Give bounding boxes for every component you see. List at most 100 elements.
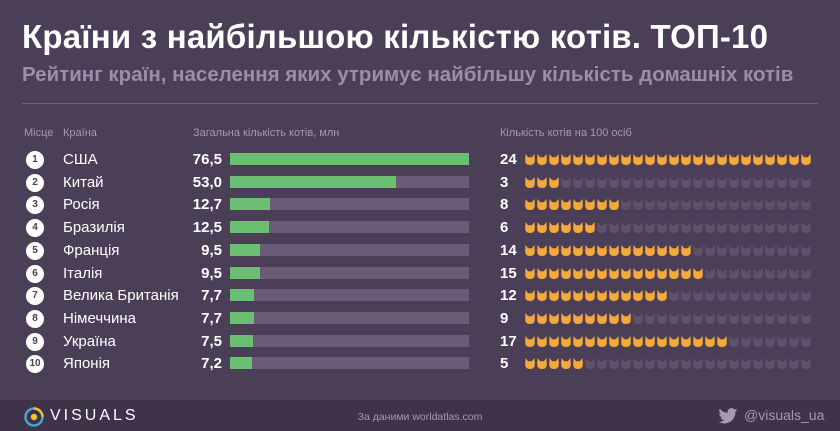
total-value-label: 9,5 [201,241,222,259]
cat-icon [693,335,703,347]
cat-icon [801,290,811,302]
cat-icon [633,199,643,211]
cat-icon [669,335,679,347]
cat-icon [597,358,607,370]
cat-icon [801,358,811,370]
page-title: Країни з найбільшою кількістю котів. ТОП… [22,18,769,55]
cat-icon [801,199,811,211]
bar-track [230,266,469,279]
total-value-label: 53,0 [192,173,222,191]
rank-badge: 2 [26,173,44,192]
cat-icon [705,222,715,234]
cat-icon [741,199,751,211]
header-total: Загальна кількість котів, млн [193,127,340,139]
cat-icon [753,312,763,324]
cat-icon [777,290,787,302]
cat-icon [621,312,631,324]
cat-icon-row [525,289,813,302]
cat-icon [777,199,787,211]
cat-icon [789,199,799,211]
cat-icon [753,199,763,211]
cat-icon [693,358,703,370]
header-rank: Місце [24,127,54,139]
cat-icon [537,290,547,302]
rank-badge: 5 [26,241,44,260]
cat-icon [693,244,703,256]
cat-icon [525,267,535,279]
bar-track [230,311,469,324]
per100-value-label: 14 [500,241,517,259]
cat-icon [549,199,559,211]
cat-icon [681,222,691,234]
cat-icon [597,154,607,165]
total-value-label: 12,7 [192,196,222,214]
cat-icon [669,222,679,234]
cat-icon [753,335,763,347]
cat-icon [573,199,583,211]
cat-icon [621,199,631,211]
per100-value-label: 8 [500,196,509,214]
country-label: Бразилія [63,219,125,237]
bar-track [230,175,469,188]
cat-icon [741,358,751,370]
cat-icon [525,244,535,256]
cat-icon [741,290,751,302]
cat-icon [597,199,607,211]
bar [230,311,255,324]
cat-icon [801,244,811,256]
cat-icon [657,267,667,279]
cat-icon [777,176,787,188]
per100-value-label: 9 [500,309,509,327]
cat-icon [729,312,739,324]
cat-icon-row [525,153,813,166]
cat-icon [549,267,559,279]
twitter-bird-icon[interactable] [718,408,738,424]
cat-icon [729,199,739,211]
cat-icon [633,267,643,279]
country-label: Велика Британія [63,287,179,305]
cat-icon [609,176,619,188]
cat-icon [789,154,799,165]
cat-icon [609,267,619,279]
cat-icon [645,176,655,188]
cat-icon [633,154,643,165]
bar-track [230,198,469,211]
country-label: США [63,151,98,168]
footer: VISUALS За даними worldatlas.com @visual… [0,400,840,431]
cat-icon [741,267,751,279]
cat-icon [573,335,583,347]
cat-icon [585,267,595,279]
cat-icon [573,290,583,302]
total-value-label: 12,5 [192,219,222,237]
cat-icon [693,267,703,279]
cat-icon [801,267,811,279]
rank-badge: 9 [26,332,44,351]
cat-icon [669,312,679,324]
cat-icon [549,244,559,256]
bar-track [230,289,469,302]
cat-icon [621,267,631,279]
cat-icon [681,176,691,188]
cat-icon [693,222,703,234]
cat-icon [789,312,799,324]
cat-icon [753,290,763,302]
country-label: Україна [63,332,116,350]
cat-icon [729,244,739,256]
cat-icon [609,199,619,211]
cat-icon [765,222,775,234]
twitter-handle[interactable]: @visuals_ua [744,407,825,423]
cat-icon [549,290,559,302]
cat-icon [633,222,643,234]
cat-icon [537,267,547,279]
cat-icon [693,312,703,324]
cat-icon-row [525,312,813,325]
cat-icon [645,154,655,165]
table-row: 9 Україна 7,5 17 [0,332,840,352]
cat-icon [645,358,655,370]
rank-badge: 1 [26,151,44,169]
table-row: 10 Японія 7,2 5 [0,354,840,374]
cat-icon [585,244,595,256]
cat-icon [717,222,727,234]
cat-icon [669,199,679,211]
cat-icon [705,290,715,302]
